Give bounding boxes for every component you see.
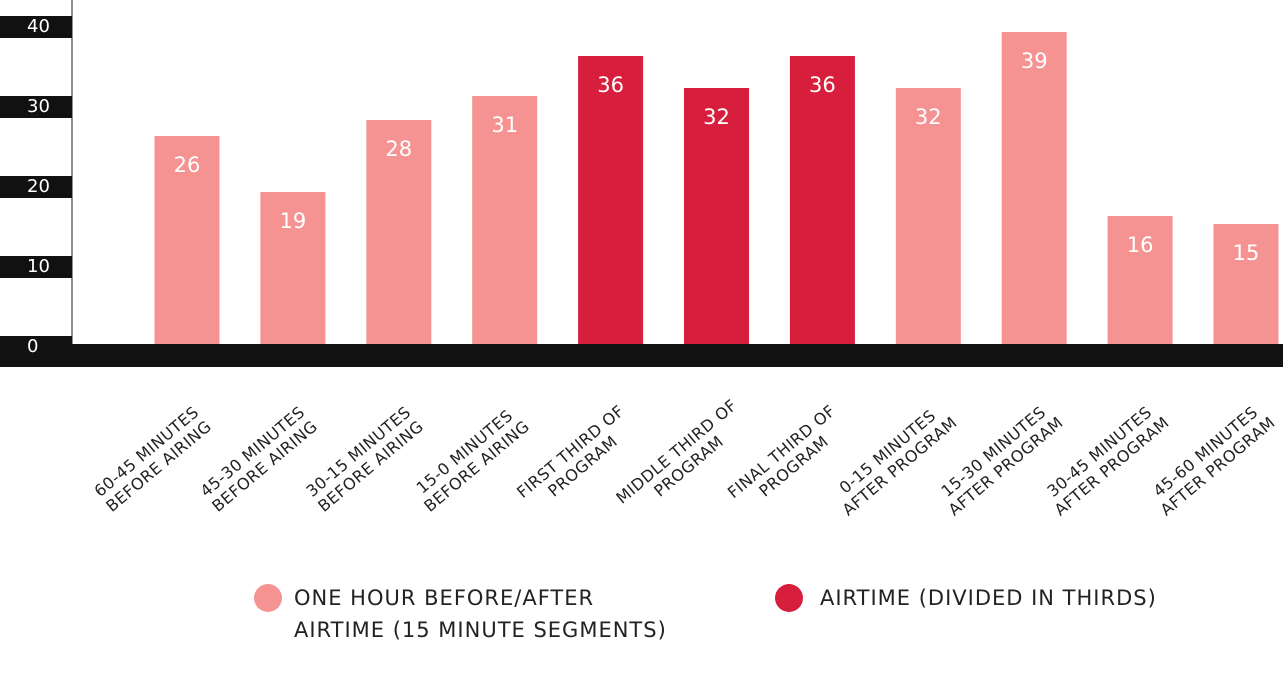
- y-tick-label: 10: [27, 256, 50, 277]
- bar: [578, 56, 644, 344]
- value-label: 36: [597, 73, 624, 97]
- bar: [684, 88, 749, 344]
- value-label: 32: [915, 105, 942, 129]
- legend-swatch: [254, 584, 282, 612]
- value-label: 16: [1127, 233, 1154, 257]
- value-label: 39: [1021, 49, 1048, 73]
- bar: [895, 88, 961, 344]
- y-tick-box: [0, 16, 72, 38]
- bar: [1001, 32, 1067, 344]
- y-tick-label: 20: [27, 176, 50, 197]
- bar: [260, 192, 326, 344]
- legend-label: AIRTIME (DIVIDED IN THIRDS): [820, 586, 1157, 610]
- value-label: 32: [703, 105, 730, 129]
- bar: [154, 136, 220, 344]
- y-tick-box: [0, 176, 72, 198]
- legend-swatch: [775, 584, 803, 612]
- value-label: 28: [385, 137, 412, 161]
- y-tick-label: 0: [27, 336, 38, 357]
- y-tick-box: [0, 256, 72, 278]
- value-label: 31: [491, 113, 518, 137]
- value-label: 26: [174, 153, 201, 177]
- baseline-band: [0, 344, 1283, 367]
- legend-label: ONE HOUR BEFORE/AFTER AIRTIME (15 MINUTE…: [294, 586, 667, 642]
- y-tick-label: 40: [27, 16, 50, 37]
- y-tick-label: 30: [27, 96, 50, 117]
- bar: [366, 120, 432, 344]
- value-label: 19: [280, 209, 307, 233]
- y-tick-box: [0, 96, 72, 118]
- y-tick-box: [0, 336, 72, 358]
- value-label: 15: [1233, 241, 1260, 265]
- bar: [1107, 216, 1173, 344]
- bar: [472, 96, 538, 344]
- bar: [789, 56, 855, 344]
- bar: [1213, 224, 1279, 344]
- value-label: 36: [809, 73, 836, 97]
